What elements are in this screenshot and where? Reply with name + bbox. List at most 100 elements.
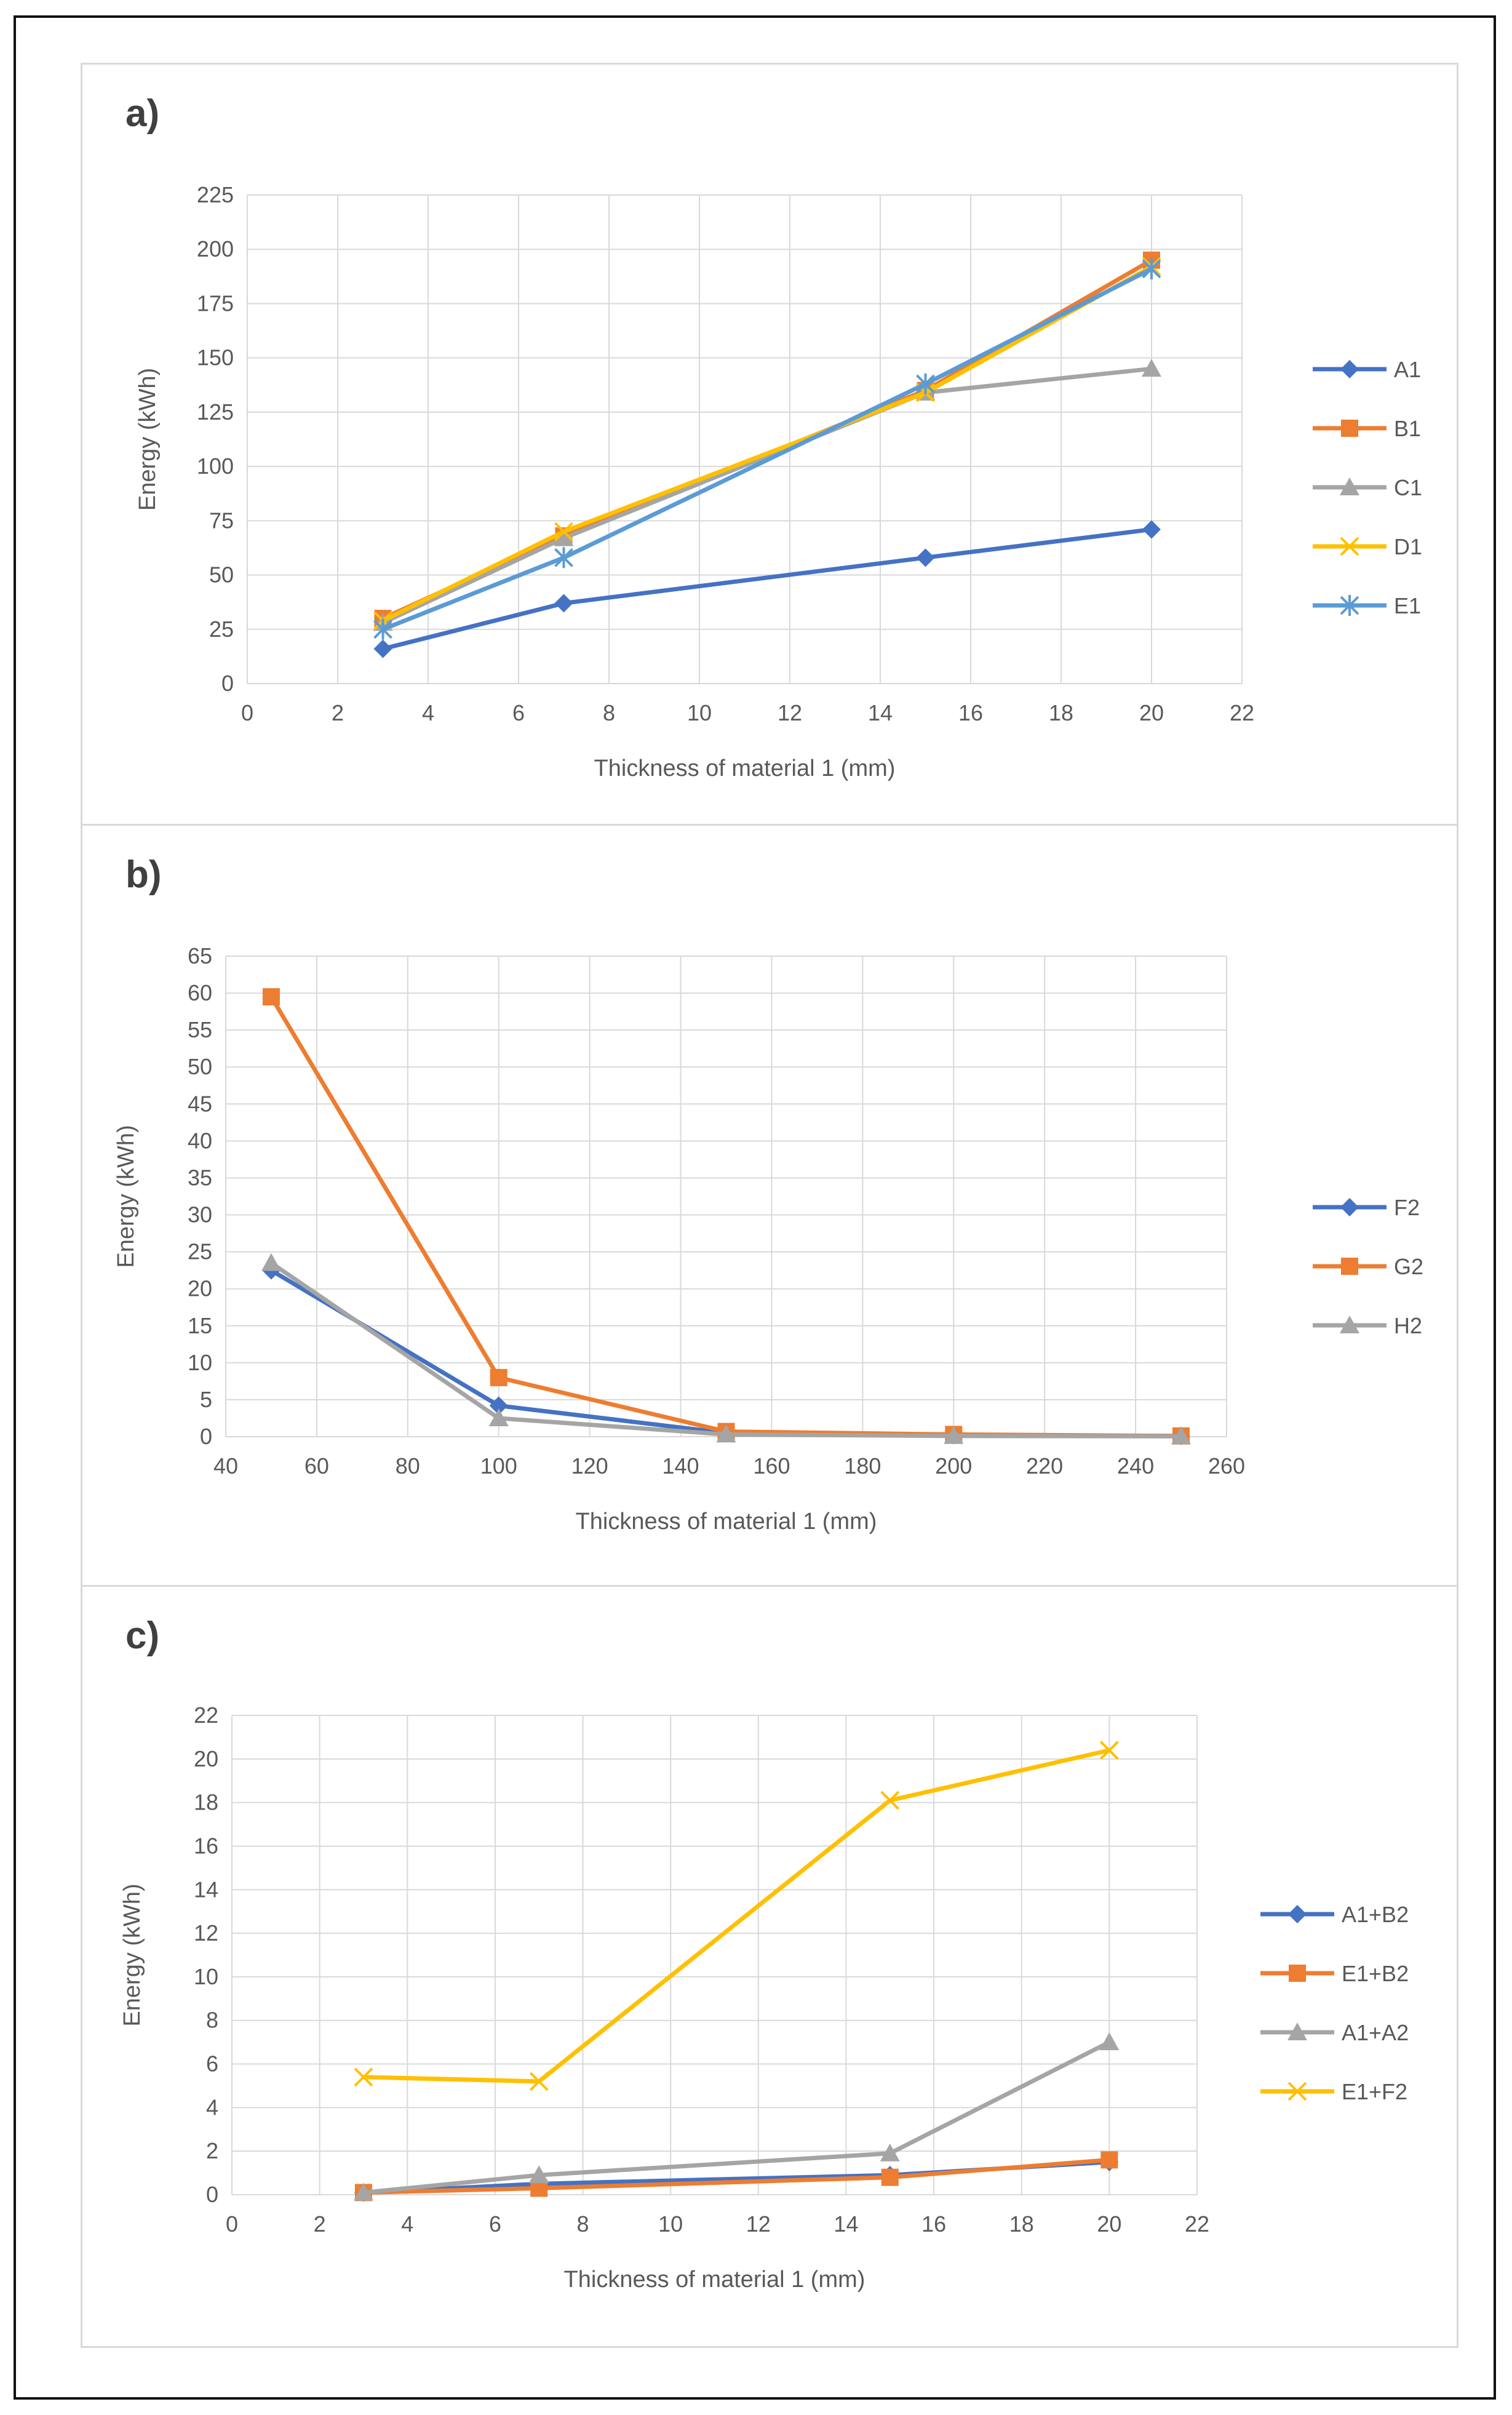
- data-point: [716, 1424, 736, 1443]
- x-tick-label: 12: [746, 2211, 771, 2237]
- legend-label: C1: [1394, 475, 1422, 500]
- y-tick-label: 0: [206, 2182, 218, 2207]
- data-point: [353, 2182, 373, 2201]
- legend-label: F2: [1394, 1195, 1420, 1220]
- data-point: [880, 1790, 900, 1810]
- legend-label: E1+F2: [1342, 2079, 1407, 2104]
- data-point: [554, 547, 573, 569]
- series-line-d1: [381, 265, 1153, 623]
- y-tick-label: 0: [200, 1424, 212, 1449]
- x-tick-label: 14: [834, 2211, 858, 2237]
- x-tick-label: 160: [753, 1453, 790, 1479]
- data-point: [916, 373, 935, 395]
- legend-label: B1: [1394, 416, 1421, 441]
- y-tick-label: 225: [197, 182, 234, 207]
- y-axis-label: Energy (kWh): [119, 1883, 145, 2026]
- legend-label: E1: [1394, 593, 1421, 618]
- data-point: [1142, 258, 1161, 279]
- y-tick-label: 45: [188, 1091, 212, 1116]
- x-tick-label: 4: [401, 2211, 413, 2237]
- data-point: [1142, 520, 1161, 539]
- x-tick-label: 260: [1208, 1453, 1245, 1479]
- data-point: [261, 1253, 281, 1271]
- y-tick-label: 200: [197, 236, 234, 261]
- panel-label: c): [125, 1615, 159, 1657]
- y-tick-label: 75: [209, 508, 234, 533]
- y-tick-label: 25: [209, 617, 234, 642]
- data-point: [1142, 359, 1161, 377]
- legend-label: A1: [1394, 357, 1421, 382]
- x-tick-label: 240: [1117, 1453, 1154, 1479]
- legend-label: D1: [1394, 534, 1422, 559]
- x-tick-label: 2: [314, 2211, 326, 2237]
- x-tick-label: 180: [844, 1453, 881, 1479]
- series-line-a1: [382, 527, 1152, 651]
- figure-frame: a) 0 2 4 6 8 10 12 14 16 18 20 22 0 25 50 75 100 125 150 175…: [14, 15, 1496, 2400]
- y-tick-label: 35: [188, 1165, 212, 1190]
- x-axis-label: Thickness of material 1 (mm): [594, 756, 896, 781]
- x-axis-label: Thickness of material 1 (mm): [576, 1509, 877, 1535]
- legend-marker: [1341, 420, 1358, 437]
- x-tick-label: 220: [1026, 1453, 1063, 1479]
- x-tick-label: 14: [868, 700, 893, 725]
- data-point: [916, 548, 935, 567]
- y-tick-label: 5: [200, 1387, 212, 1412]
- x-tick-label: 18: [1049, 700, 1073, 725]
- y-tick-label: 60: [188, 980, 212, 1005]
- y-tick-label: 40: [188, 1128, 212, 1153]
- y-tick-label: 22: [194, 1702, 218, 1728]
- series-line-a1-a2: [363, 2040, 1110, 2195]
- legend-marker: [1340, 477, 1359, 495]
- x-tick-label: 200: [935, 1453, 972, 1479]
- y-tick-label: 10: [194, 1964, 218, 1989]
- x-tick-label: 12: [778, 700, 802, 725]
- x-tick-label: 10: [687, 700, 712, 725]
- y-tick-label: 30: [188, 1202, 212, 1227]
- legend-label: A1+B2: [1342, 1902, 1409, 1927]
- y-axis-label: Energy (kWh): [113, 1125, 139, 1267]
- x-tick-label: 0: [241, 700, 253, 725]
- data-point: [554, 594, 573, 613]
- legend-marker: [1340, 1315, 1359, 1333]
- y-tick-label: 20: [188, 1276, 212, 1301]
- legend-marker: [1288, 1905, 1307, 1923]
- panel-label: b): [125, 853, 162, 896]
- legend-marker: [1340, 595, 1359, 616]
- x-tick-label: 22: [1230, 700, 1254, 725]
- data-point: [489, 1396, 508, 1415]
- panel-c: c) 0 2 4 6 8 10 12 14 16 18 20 22 0 2 4 6 8 10 12 14 16 18 20 22…: [81, 1585, 1458, 2348]
- x-tick-label: 8: [577, 2211, 589, 2237]
- data-point: [554, 522, 573, 541]
- x-tick-label: 22: [1185, 2211, 1209, 2237]
- data-point: [554, 528, 574, 546]
- y-tick-label: 175: [197, 290, 234, 316]
- y-tick-label: 25: [188, 1239, 212, 1264]
- data-point: [262, 988, 280, 1006]
- legend-marker: [1341, 1258, 1358, 1275]
- legend-marker: [1287, 2082, 1307, 2101]
- panel-a: a) 0 2 4 6 8 10 12 14 16 18 20 22 0 25 50 75 100 125 150 175…: [81, 63, 1458, 826]
- panel-label: a): [125, 92, 159, 135]
- y-tick-label: 4: [206, 2094, 218, 2120]
- y-tick-label: 65: [188, 943, 212, 968]
- data-point: [373, 618, 392, 640]
- x-tick-label: 20: [1097, 2211, 1121, 2237]
- series-line-e1-b2: [363, 2157, 1110, 2195]
- data-point: [490, 1368, 507, 1386]
- x-tick-label: 100: [480, 1453, 517, 1479]
- legend-marker: [1340, 537, 1359, 556]
- y-tick-label: 55: [188, 1017, 212, 1042]
- x-tick-label: 8: [603, 700, 615, 725]
- x-tick-label: 120: [571, 1453, 608, 1479]
- data-point: [881, 2168, 899, 2186]
- legend-label: G2: [1394, 1254, 1423, 1279]
- x-tick-label: 80: [396, 1453, 420, 1479]
- x-tick-label: 0: [226, 2211, 238, 2237]
- data-point: [944, 1426, 964, 1444]
- x-tick-label: 20: [1139, 700, 1164, 725]
- y-tick-label: 20: [194, 1746, 218, 1771]
- y-tick-label: 15: [188, 1313, 212, 1338]
- data-point: [529, 2165, 549, 2184]
- x-tick-label: 4: [422, 700, 434, 725]
- data-point: [1099, 2032, 1120, 2051]
